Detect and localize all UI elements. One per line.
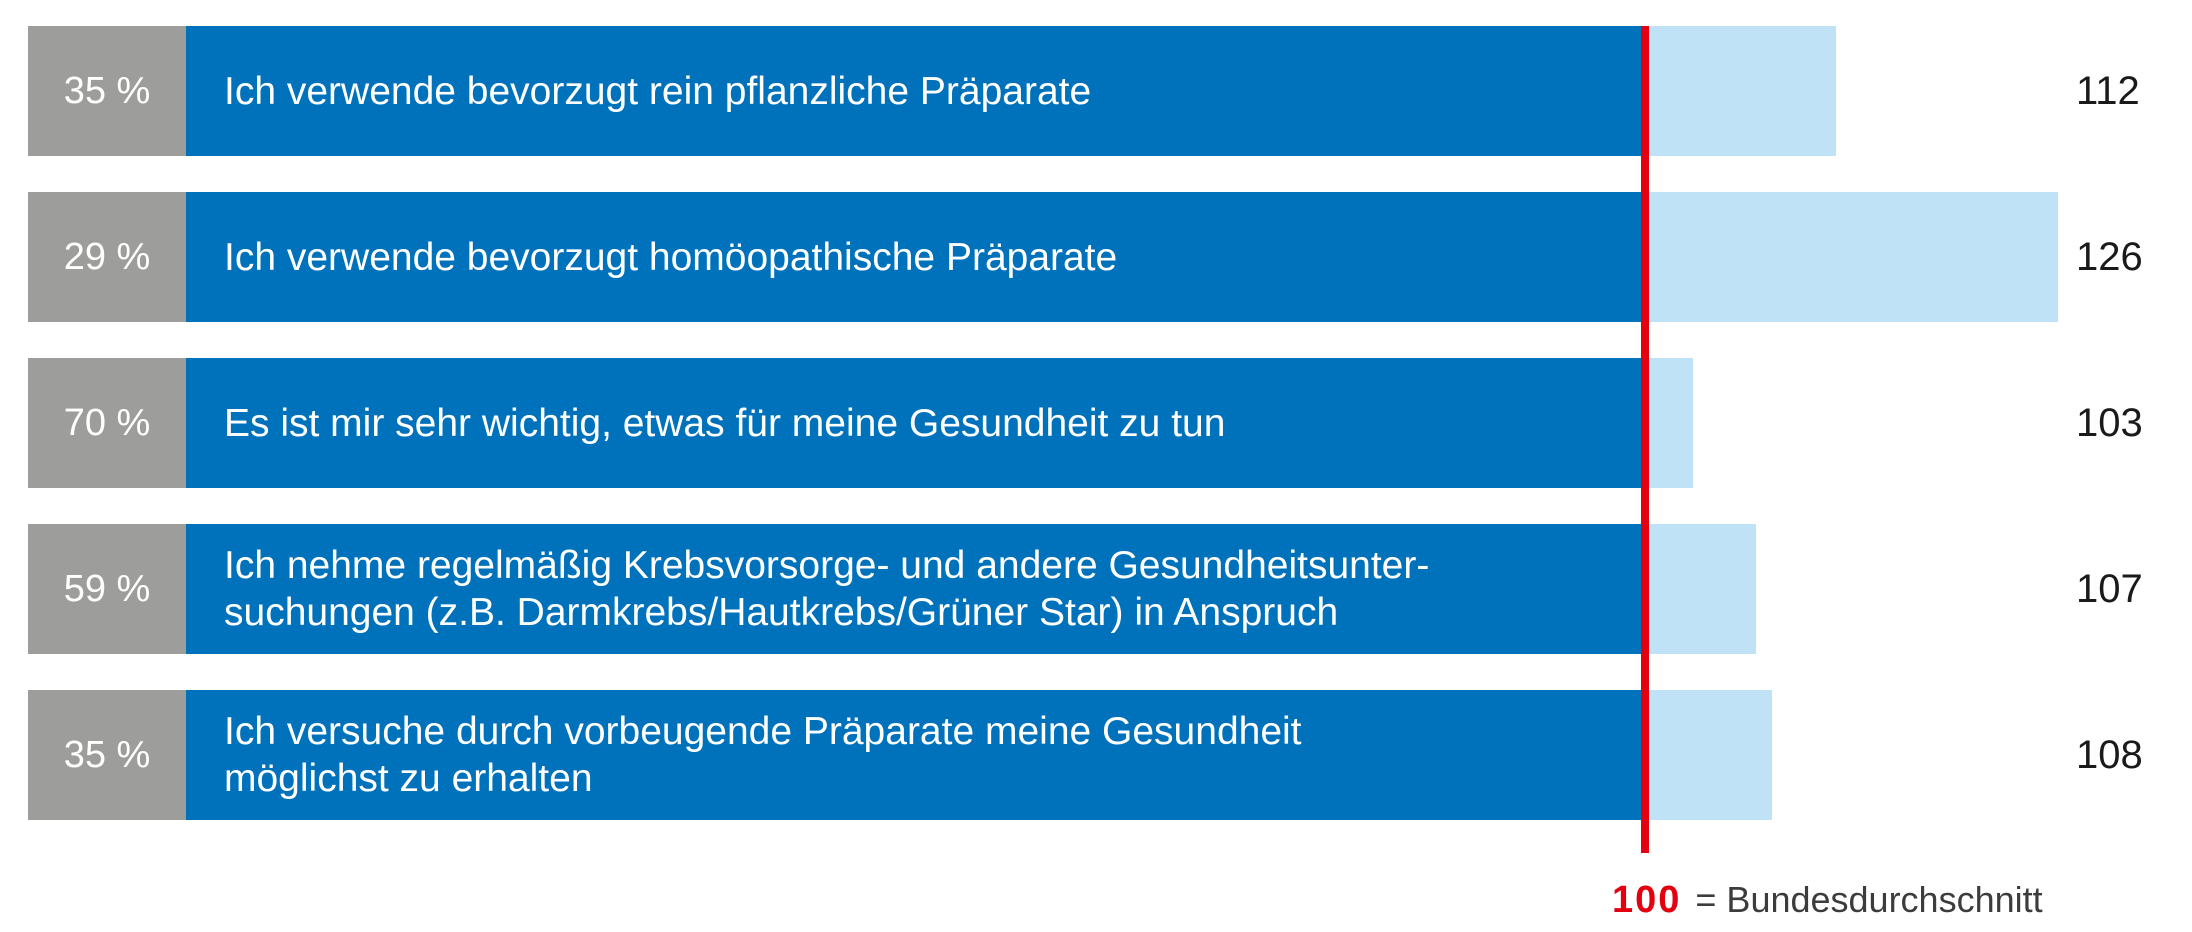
- index-bar: [1645, 524, 1756, 654]
- statement-label: Ich verwende bevorzugt rein pflanzliche …: [224, 69, 1092, 113]
- chart-row: 35 % Ich versuche durch vorbeugende Präp…: [0, 690, 2192, 820]
- statement-bar: Ich nehme regelmäßig Krebsvorsorge- und …: [186, 524, 1645, 654]
- statement-label: Ich versuche durch vorbeugende Präparate…: [224, 710, 1302, 800]
- index-value: 103: [2076, 400, 2143, 445]
- percent-label: 29 %: [63, 235, 151, 278]
- percent-label: 35 %: [63, 69, 151, 112]
- index-bar: [1645, 192, 2058, 322]
- chart-row: 35 % Ich verwende bevorzugt rein pflanzl…: [0, 26, 2192, 156]
- percent-box: 70 %: [28, 358, 186, 488]
- index-value: 107: [2076, 566, 2143, 611]
- index-value: 126: [2076, 234, 2143, 279]
- index-value: 108: [2076, 732, 2143, 777]
- statement-bar: Es ist mir sehr wichtig, etwas für meine…: [186, 358, 1645, 488]
- percent-label: 70 %: [63, 401, 151, 444]
- statement-label: Ich verwende bevorzugt homöopathische Pr…: [224, 235, 1118, 279]
- index-bar: [1645, 26, 1836, 156]
- index-value: 112: [2076, 68, 2140, 113]
- reference-line: [1641, 26, 1649, 853]
- reference-legend-text: = Bundesdurchschnitt: [1695, 879, 2043, 920]
- reference-legend: 100 = Bundesdurchschnitt: [1612, 876, 2043, 924]
- statement-label: Ich nehme regelmäßig Krebsvorsorge- und …: [224, 544, 1430, 634]
- index-bar: [1645, 690, 1772, 820]
- statement-bar: Ich verwende bevorzugt rein pflanzliche …: [186, 26, 1645, 156]
- percent-box: 35 %: [28, 26, 186, 156]
- percent-box: 35 %: [28, 690, 186, 820]
- percent-box: 29 %: [28, 192, 186, 322]
- percent-label: 59 %: [63, 567, 151, 610]
- chart-row: 70 % Es ist mir sehr wichtig, etwas für …: [0, 358, 2192, 488]
- statement-label: Es ist mir sehr wichtig, etwas für meine…: [224, 401, 1226, 445]
- chart-row: 29 % Ich verwende bevorzugt homöopathisc…: [0, 192, 2192, 322]
- statement-bar: Ich verwende bevorzugt homöopathische Pr…: [186, 192, 1645, 322]
- statement-bar: Ich versuche durch vorbeugende Präparate…: [186, 690, 1645, 820]
- percent-box: 59 %: [28, 524, 186, 654]
- chart-row: 59 % Ich nehme regelmäßig Krebsvorsorge-…: [0, 524, 2192, 654]
- percent-label: 35 %: [63, 733, 151, 776]
- index-bar: [1645, 358, 1693, 488]
- reference-value-label: 100: [1612, 878, 1682, 921]
